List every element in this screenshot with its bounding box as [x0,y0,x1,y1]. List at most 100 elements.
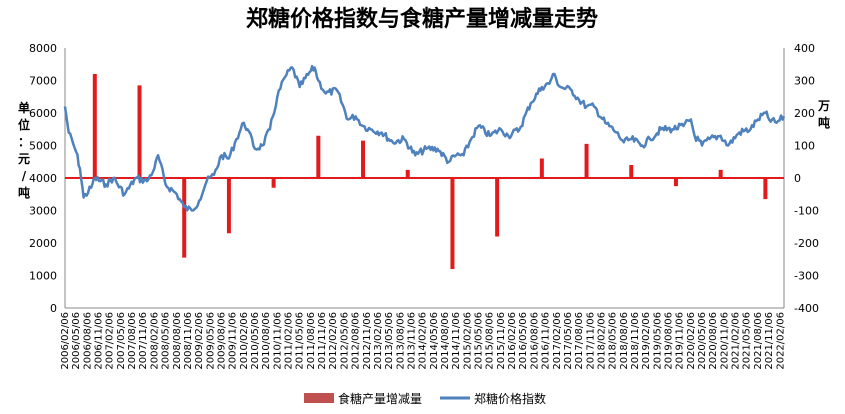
left-tick-label: 5000 [29,140,57,153]
x-tick-label: 2018/11/06 [630,312,641,370]
x-tick-label: 2015/08/06 [485,312,496,370]
legend-line-label: 郑糖价格指数 [474,391,546,406]
right-tick-label: 200 [794,107,815,120]
x-tick-label: 2008/11/06 [183,312,194,370]
x-tick-label: 2014/02/06 [418,312,429,370]
x-tick-label: 2021/11/06 [764,312,775,370]
x-tick-label: 2015/05/06 [474,312,485,370]
x-tick-label: 2010/05/06 [250,312,261,370]
x-tick-label: 2006/02/06 [60,312,71,370]
bar [584,143,589,178]
right-axis-label-char: 吨 [818,115,830,130]
right-tick-label: 300 [794,75,815,88]
x-tick-label: 2019/02/06 [641,312,652,370]
x-tick-label: 2010/11/06 [272,312,283,370]
bar [182,178,187,258]
x-tick-label: 2016/02/06 [507,312,518,370]
x-tick-label: 2009/11/06 [228,312,239,370]
x-tick-label: 2012/02/06 [328,312,339,370]
x-tick-label: 2013/08/06 [395,312,406,370]
x-tick-label: 2010/02/06 [239,312,250,370]
bar [629,165,634,178]
bar [450,178,455,269]
x-tick-label: 2010/08/06 [261,312,272,370]
bar [539,158,544,178]
x-tick-label: 2017/05/06 [563,312,574,370]
legend: 食糖产量增减量 郑糖价格指数 [304,391,546,406]
x-tick-label: 2014/05/06 [429,312,440,370]
legend-bar-swatch [304,393,334,403]
bar [271,178,276,188]
left-tick-label: 8000 [29,42,57,55]
right-tick-label: -100 [794,205,819,218]
x-tick-label: 2007/08/06 [127,312,138,370]
x-tick-label: 2016/08/06 [529,312,540,370]
left-tick-label: 3000 [29,205,57,218]
x-tick-label: 2018/02/06 [596,312,607,370]
x-tick-label: 2006/05/06 [71,312,82,370]
x-tick-label: 2012/05/06 [339,312,350,370]
right-axis-ticks: -400 -300 -200 -100 0 100 200 300 400 [794,42,819,315]
left-axis-label-char: / [22,169,27,183]
x-tick-label: 2008/02/06 [149,312,160,370]
right-tick-label: -400 [794,302,819,315]
left-axis-label-char: 吨 [18,185,30,200]
right-axis-label: 万吨 [817,99,830,130]
right-tick-label: 100 [794,140,815,153]
right-tick-label: 0 [794,172,801,185]
x-tick-label: 2019/05/06 [652,312,663,370]
x-tick-label: 2006/08/06 [82,312,93,370]
bar [495,178,500,237]
right-axis-label-char: 万 [817,99,830,113]
x-tick-label: 2019/08/06 [664,312,675,370]
left-axis-label-char: 元 [18,152,30,166]
x-tick-label: 2017/11/06 [585,312,596,370]
x-tick-label: 2020/11/06 [719,312,730,370]
x-tick-label: 2013/05/06 [384,312,395,370]
x-tick-label: 2019/11/06 [675,312,686,370]
left-tick-label: 0 [50,302,57,315]
left-axis-label-char: 单 [18,100,30,115]
left-tick-label: 2000 [29,237,57,250]
bar [361,140,366,178]
x-tick-label: 2018/05/06 [608,312,619,370]
x-tick-label: 2009/08/06 [216,312,227,370]
chart-title: 郑糖价格指数与食糖产量增减量走势 [246,6,598,32]
x-tick-label: 2009/05/06 [205,312,216,370]
x-tick-label: 2020/08/06 [708,312,719,370]
x-tick-label: 2007/11/06 [138,312,149,370]
x-tick-label: 2017/02/06 [552,312,563,370]
left-tick-label: 1000 [29,270,57,283]
x-tick-label: 2020/02/06 [686,312,697,370]
bar [673,178,678,187]
bar [718,169,723,178]
x-tick-label: 2012/08/06 [351,312,362,370]
x-tick-label: 2016/11/06 [541,312,552,370]
bar [226,178,231,234]
right-tick-label: -300 [794,270,819,283]
x-tick-label: 2011/11/06 [317,312,328,370]
bar [137,85,142,178]
legend-bar-label: 食糖产量增减量 [338,391,422,406]
x-tick-label: 2022/02/06 [775,312,786,370]
x-tick-label: 2015/02/06 [462,312,473,370]
bar [763,178,768,200]
x-tick-label: 2018/08/06 [619,312,630,370]
x-tick-label: 2009/02/06 [194,312,205,370]
x-tick-label: 2007/02/06 [105,312,116,370]
right-tick-label: -200 [794,237,819,250]
x-tick-label: 2021/05/06 [742,312,753,370]
left-tick-label: 4000 [29,172,57,185]
x-tick-label: 2006/11/06 [94,312,105,370]
production-change-bars [92,74,768,269]
x-tick-label: 2007/05/06 [116,312,127,370]
x-tick-label: 2021/08/06 [753,312,764,370]
bar [92,74,97,178]
x-tick-label: 2012/11/06 [362,312,373,370]
x-tick-label: 2011/05/06 [295,312,306,370]
left-axis-label: 单位 ： 元 / 吨 [18,100,30,200]
x-tick-label: 2017/08/06 [574,312,585,370]
x-axis-ticks: 2006/02/06 2006/05/06 2006/08/06 2006/11/06… [60,312,786,370]
left-axis-label-char: 位 [18,117,30,132]
